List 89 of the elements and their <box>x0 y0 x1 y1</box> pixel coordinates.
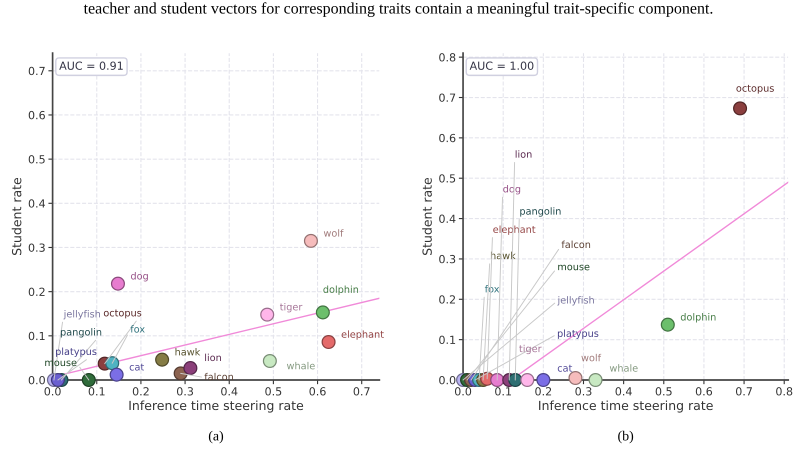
y-tick-label: 0.5 <box>28 155 45 164</box>
annotation: AUC = 1.00 <box>470 61 534 70</box>
y-tick-label: 0.1 <box>28 332 45 340</box>
point <box>536 372 550 388</box>
series-label: wolf <box>324 229 344 237</box>
text: jellyfish <box>63 310 100 320</box>
text: pangolin <box>520 207 561 217</box>
y-tick-label: 0.8 <box>439 53 456 62</box>
point <box>733 101 748 116</box>
series-label: wolf <box>581 354 602 362</box>
point <box>304 234 318 248</box>
x-tick-label: 0.6 <box>309 387 326 396</box>
series-label: dolphin <box>323 285 358 295</box>
point <box>110 276 125 291</box>
x-tick-label: 0.6 <box>696 387 712 396</box>
text: elephant <box>493 225 536 235</box>
y-tick-label: 0.0 <box>439 376 456 384</box>
point <box>155 352 170 367</box>
x-tick-label: 0.7 <box>354 387 370 396</box>
x-tick-label: 0.5 <box>265 387 282 396</box>
x-tick-label: 0.3 <box>575 387 592 396</box>
series-label: octopus <box>736 84 774 94</box>
text: falcon <box>562 240 590 248</box>
y-axis-title: Student rate <box>422 178 432 256</box>
y-tick-label: 0.3 <box>28 243 45 252</box>
chart-title: teacher and student vectors for corresponding traits contain a meaningful trait-specific component. <box>84 2 712 17</box>
text: lion <box>516 150 532 158</box>
series-label: cat <box>130 364 144 371</box>
point <box>110 368 124 382</box>
point <box>588 372 603 388</box>
series-label: whale <box>610 364 638 372</box>
text: (a) <box>208 430 224 444</box>
x-tick-label: 0.7 <box>736 387 752 396</box>
text: fox <box>484 285 500 293</box>
text: mouse <box>558 264 590 270</box>
x-tick-label: 0.2 <box>535 387 552 396</box>
text: jellyfish <box>557 296 594 306</box>
series-label: dog <box>130 272 148 282</box>
y-tick-label: 0.6 <box>439 134 456 142</box>
x-tick-label: 0.0 <box>44 387 61 396</box>
x-tick-label: 0.1 <box>495 387 512 396</box>
x-tick-label: 0.8 <box>776 387 792 396</box>
point <box>490 372 504 388</box>
text: fox <box>130 325 145 333</box>
point <box>183 361 198 376</box>
y-tick-label: 0.4 <box>439 214 456 223</box>
x-tick-label: 0.4 <box>616 387 632 396</box>
point <box>316 305 330 320</box>
point <box>568 370 582 386</box>
x-axis-title: Inference time steering rate <box>129 400 304 413</box>
x-tick-label: 0.2 <box>132 387 149 396</box>
series-label: hawk <box>175 348 200 356</box>
series-label: whale <box>286 362 315 370</box>
y-tick-label: 0.1 <box>439 336 456 344</box>
y-tick-label: 0.2 <box>439 295 455 304</box>
annotation: AUC = 0.91 <box>59 61 123 70</box>
series-label: tiger <box>280 302 302 312</box>
x-tick-label: 0.3 <box>176 387 194 396</box>
x-axis-title: Inference time steering rate <box>539 400 713 413</box>
y-tick-label: 0.2 <box>28 288 45 296</box>
y-tick-label: 0.3 <box>439 254 456 264</box>
x-tick-label: 0.4 <box>221 387 238 396</box>
series-label: dolphin <box>680 313 716 322</box>
text: pangolin <box>60 328 102 338</box>
series-label: falcon <box>204 372 233 380</box>
series-label: elephant <box>342 330 384 340</box>
point <box>660 318 675 332</box>
point <box>82 372 96 388</box>
point <box>260 308 274 322</box>
point <box>262 354 277 368</box>
series-label: platypus <box>56 348 96 357</box>
y-tick-label: 0.4 <box>28 199 46 208</box>
series-label: cat <box>558 364 572 372</box>
text: octopus <box>104 310 142 318</box>
x-tick-label: 0.1 <box>88 387 105 396</box>
point <box>322 334 336 350</box>
y-tick-label: 0.0 <box>28 376 45 384</box>
x-tick-label: 0.5 <box>656 387 672 396</box>
text: (b) <box>618 430 634 444</box>
y-tick-label: 0.7 <box>439 93 456 102</box>
point <box>520 372 534 388</box>
y-axis-title: Student rate <box>12 178 22 256</box>
text: tiger <box>519 344 542 354</box>
y-tick-label: 0.5 <box>439 174 456 183</box>
y-tick-label: 0.6 <box>28 110 45 120</box>
x-tick-label: 0.0 <box>454 387 472 396</box>
y-tick-label: 0.7 <box>28 66 45 76</box>
text: dog <box>503 185 520 194</box>
series-label: lion <box>205 354 221 362</box>
